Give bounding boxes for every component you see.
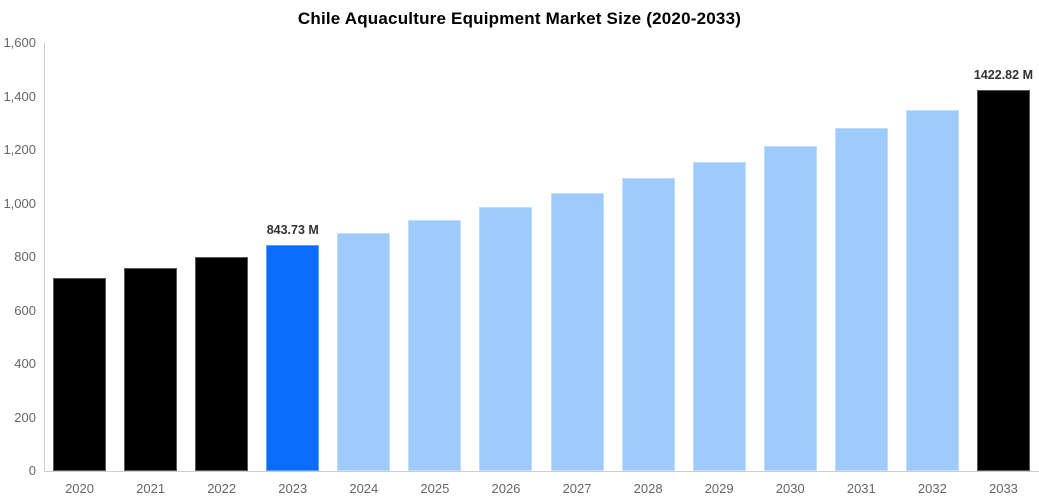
y-axis-tick-label-600: 600 xyxy=(14,302,36,318)
bar-2021[interactable] xyxy=(124,267,178,471)
bar-2032[interactable] xyxy=(905,109,959,471)
y-axis-tick-label-200: 200 xyxy=(14,409,36,425)
x-axis-label-2021: 2021 xyxy=(136,481,166,496)
x-axis-label-2026: 2026 xyxy=(491,481,521,496)
bar-2030[interactable] xyxy=(763,145,817,471)
x-axis-label-2020: 2020 xyxy=(65,481,94,496)
bar-2029[interactable] xyxy=(692,162,746,471)
x-axis-label-2032: 2032 xyxy=(917,481,947,496)
x-axis-label-2023: 2023 xyxy=(278,481,308,496)
x-axis-label-2033: 2033 xyxy=(988,481,1018,496)
bar-2025[interactable] xyxy=(408,220,462,471)
bar-value-label-2033: 1422.82 M xyxy=(973,68,1033,83)
y-axis-tick-label-1600: 1,600 xyxy=(3,35,36,50)
x-axis-label-2030: 2030 xyxy=(775,481,805,496)
bar-2028[interactable] xyxy=(621,177,675,471)
x-axis-label-2024: 2024 xyxy=(349,481,379,496)
y-axis-tick-label-800: 800 xyxy=(14,249,36,264)
y-axis-tick-label-1200: 1,200 xyxy=(3,142,36,157)
bar-2023[interactable] xyxy=(266,245,320,471)
x-axis-label-2027: 2027 xyxy=(562,481,592,496)
x-axis-line xyxy=(44,471,1039,472)
x-axis-label-2031: 2031 xyxy=(846,481,876,496)
bar-2024[interactable] xyxy=(337,233,391,471)
y-axis-tick-label-1400: 1,400 xyxy=(3,88,36,104)
y-axis-tick-label-1000: 1,000 xyxy=(3,195,36,211)
bar-2033[interactable] xyxy=(976,90,1030,471)
y-axis-tick-label-0: 0 xyxy=(28,463,36,478)
y-axis-tick-label-400: 400 xyxy=(14,356,36,371)
x-axis-label-2025: 2025 xyxy=(420,481,450,496)
chart-title: Chile Aquaculture Equipment Market Size … xyxy=(297,9,742,28)
bar-2020[interactable] xyxy=(53,278,107,471)
x-axis-label-2028: 2028 xyxy=(633,481,663,496)
bar-2026[interactable] xyxy=(479,207,533,471)
x-axis-label-2029: 2029 xyxy=(704,481,734,496)
bar-2022[interactable] xyxy=(195,256,249,471)
bar-2031[interactable] xyxy=(834,128,888,471)
bar-value-label-2023: 843.73 M xyxy=(266,223,319,238)
y-axis-line xyxy=(44,43,45,471)
bar-2027[interactable] xyxy=(550,192,604,471)
x-axis-label-2022: 2022 xyxy=(207,481,237,496)
